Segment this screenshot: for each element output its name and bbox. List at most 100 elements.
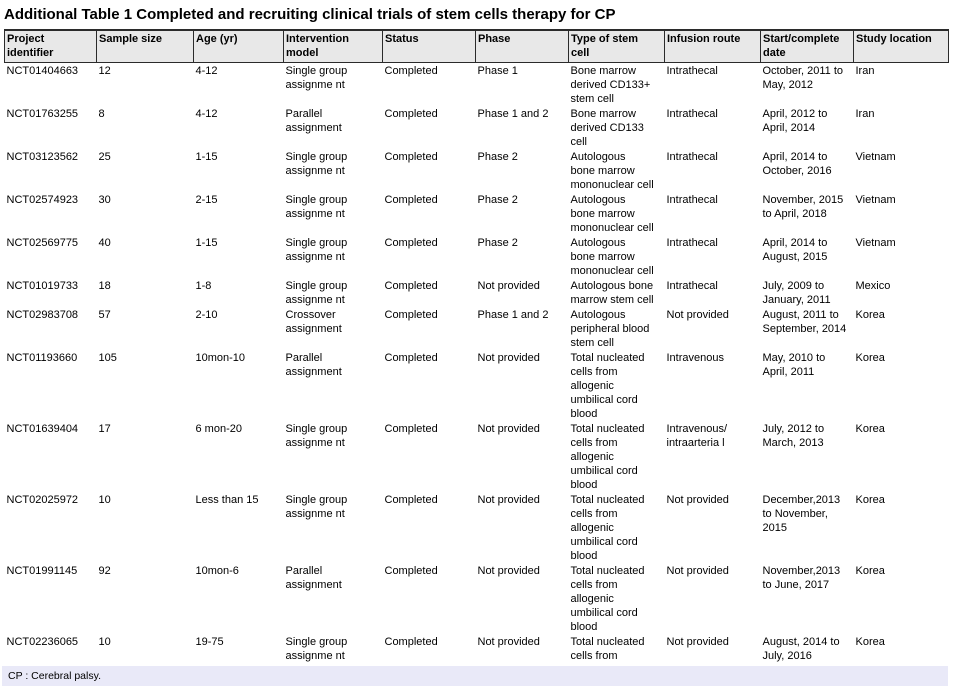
table-cell: NCT02025972 <box>6 494 79 506</box>
table-cell: Korea <box>855 309 885 321</box>
table-cell: 40 <box>98 237 111 249</box>
table-cell: Total nucleated cells from allogenic umb… <box>570 494 645 562</box>
table-cell: NCT01991145 <box>6 565 78 577</box>
table-cell: Bone marrow derived CD133 cell <box>570 108 644 148</box>
table-cell: Completed <box>384 194 438 206</box>
table-cell: Bone marrow derived CD133+ stem cell <box>570 65 651 105</box>
table-cell: 4-12 <box>195 108 218 120</box>
column-header: Sample size <box>96 29 194 63</box>
table-row: NCT02236065 10 19-75 Single group assignme … <box>5 634 949 663</box>
table-cell: Parallel assignment <box>285 352 342 378</box>
table-cell: Not provided <box>477 494 540 506</box>
table-cell: 1-8 <box>195 280 212 292</box>
table-cell: 19-75 <box>195 636 224 648</box>
column-header: Status <box>382 29 476 63</box>
table-cell: 2-10 <box>195 309 218 321</box>
column-header: Project identifier <box>4 29 97 63</box>
table-cell: 10 <box>98 636 111 648</box>
table-cell: Parallel assignment <box>285 565 342 591</box>
table-cell: Not provided <box>477 352 540 364</box>
table-cell: Autologous bone marrow mononuclear cell <box>570 237 654 277</box>
table-cell: 6 mon-20 <box>195 423 242 435</box>
table-header: Project identifier Sample size Age (yr) Int… <box>4 29 949 63</box>
table-cell: NCT02569775 <box>6 237 79 249</box>
table-cell: NCT01193660 <box>6 352 78 364</box>
table-cell: Korea <box>855 494 885 506</box>
table-cell: Autologous peripheral blood stem cell <box>570 309 650 349</box>
table-cell: Not provided <box>666 309 729 321</box>
table-cell: Phase 2 <box>477 194 518 206</box>
table-cell: Single group assignme nt <box>285 636 348 662</box>
table-cell: Vietnam <box>855 151 896 163</box>
table-cell: Single group assignme nt <box>285 151 348 177</box>
table-cell: August, 2011 to September, 2014 <box>762 309 847 335</box>
table-cell: 1-15 <box>195 151 218 163</box>
table-cell: Completed <box>384 309 438 321</box>
table-cell: NCT03123562 <box>6 151 79 163</box>
table-cell: Intravenous <box>666 352 724 364</box>
table-cell: Completed <box>384 151 438 163</box>
table-cell: Iran <box>855 108 875 120</box>
table-cell: Completed <box>384 352 438 364</box>
table-cell: Intrathecal <box>666 65 718 77</box>
table-cell: Not provided <box>666 565 729 577</box>
table-cell: Intrathecal <box>666 108 718 120</box>
table-cell: NCT01763255 <box>6 108 79 120</box>
table-cell: Completed <box>384 636 438 648</box>
table-cell: Korea <box>855 565 885 577</box>
table-cell: Parallel assignment <box>285 108 342 134</box>
table-cell: Completed <box>384 237 438 249</box>
table-cell: Iran <box>855 65 875 77</box>
table-cell: NCT02574923 <box>6 194 79 206</box>
table-cell: July, 2012 to March, 2013 <box>762 423 825 449</box>
table-cell: Vietnam <box>855 237 896 249</box>
table-cell: NCT02236065 <box>6 636 79 648</box>
table-cell: 1-15 <box>195 237 218 249</box>
table-cell: Phase 2 <box>477 151 518 163</box>
table-cell: 92 <box>98 565 111 577</box>
table-cell: Single group assignme nt <box>285 65 348 91</box>
table-cell: 10mon-6 <box>195 565 239 577</box>
table-cell: Not provided <box>477 565 540 577</box>
table-cell: 105 <box>98 352 117 364</box>
table-cell: Single group assignme nt <box>285 194 348 220</box>
table-cell: Completed <box>384 65 438 77</box>
table-cell: NCT02983708 <box>6 309 79 321</box>
table-cell: 25 <box>98 151 111 163</box>
table-cell: NCT01639404 <box>6 423 79 435</box>
table-cell: Phase 1 <box>477 65 518 77</box>
table-cell: Less than 15 <box>195 494 259 506</box>
table-cell: Not provided <box>477 423 540 435</box>
table-row: NCT01019733 18 1-8 Single group assignme nt… <box>5 278 949 307</box>
table-footnote: CP : Cerebral palsy. <box>2 666 948 686</box>
table-cell: Not provided <box>477 280 540 292</box>
table-cell: 57 <box>98 309 111 321</box>
table-cell: Total nucleated cells from allogenic umb… <box>570 423 645 491</box>
table-title: Additional Table 1 Completed and recruit… <box>4 6 616 23</box>
table-cell: Not provided <box>666 636 729 648</box>
table-cell: 10mon-10 <box>195 352 246 364</box>
table-cell: Phase 1 and 2 <box>477 108 549 120</box>
column-header: Infusion route <box>664 29 761 63</box>
table-cell: Completed <box>384 108 438 120</box>
table-cell: Intrathecal <box>666 280 718 292</box>
column-header: Intervention model <box>283 29 383 63</box>
table-row: NCT01991145 92 10mon-6 Parallel assignment C… <box>5 563 949 634</box>
table-cell: October, 2011 to May, 2012 <box>762 65 844 91</box>
table-row: NCT01404663 12 4-12 Single group assignme n… <box>5 63 949 107</box>
table-cell: NCT01019733 <box>6 280 79 292</box>
table-cell: Korea <box>855 423 885 435</box>
column-header: Age (yr) <box>193 29 284 63</box>
table-cell: NCT01404663 <box>6 65 79 77</box>
table-cell: Korea <box>855 352 885 364</box>
table-cell: Not provided <box>477 636 540 648</box>
table-cell: August, 2014 to July, 2016 <box>762 636 840 662</box>
table-row: NCT02569775 40 1-15 Single group assignme n… <box>5 235 949 278</box>
table-cell: Completed <box>384 565 438 577</box>
table-row: NCT01193660 105 10mon-10 Parallel assignmen… <box>5 350 949 421</box>
table-cell: Completed <box>384 280 438 292</box>
table-cell: Total nucleated cells from allogenic umb… <box>570 352 645 420</box>
table-cell: Single group assignme nt <box>285 423 348 449</box>
table-row: NCT01639404 17 6 mon-20 Single group assign… <box>5 421 949 492</box>
